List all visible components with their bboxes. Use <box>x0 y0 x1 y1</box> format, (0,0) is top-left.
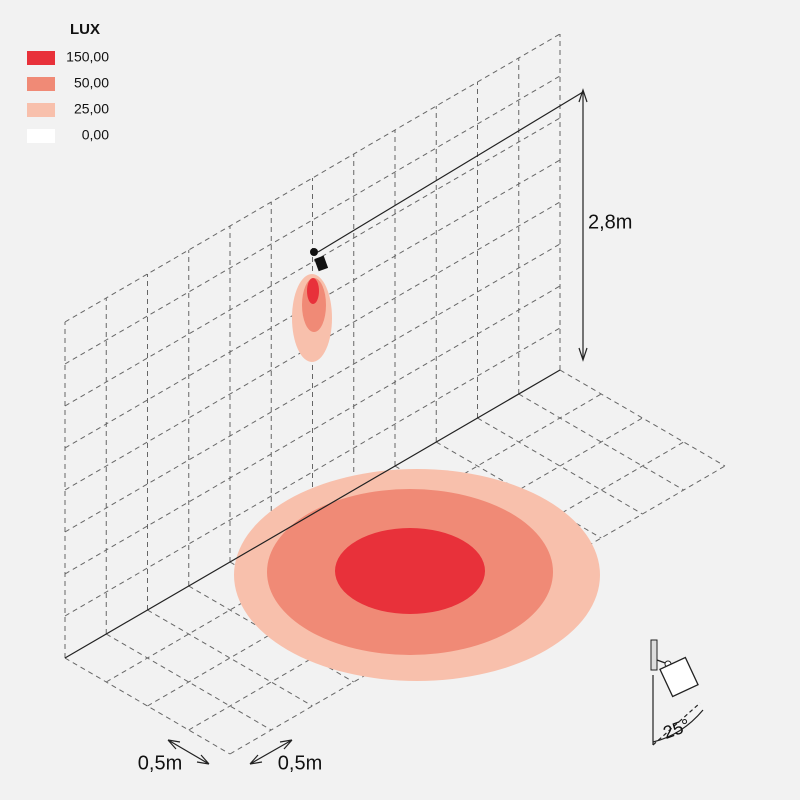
grid-line <box>64 33 561 323</box>
legend-title: LUX <box>70 21 100 38</box>
grid-line <box>147 417 643 707</box>
legend-label: 0,00 <box>82 127 109 143</box>
grid-line <box>64 285 561 575</box>
grid-line <box>64 159 561 449</box>
grid-dimension: 0,5m 0,5m <box>138 739 322 774</box>
grid-line <box>477 417 643 515</box>
height-dimension: 2,8m <box>578 88 632 362</box>
legend-swatch <box>27 51 55 65</box>
grid-line <box>518 393 685 491</box>
grid-line <box>105 633 272 731</box>
height-label: 2,8m <box>588 211 632 233</box>
grid-line <box>64 243 561 533</box>
tilt-label: 25° <box>660 715 692 743</box>
grid-line <box>229 465 726 755</box>
isolux-wall-150 <box>307 278 319 304</box>
tilt-icon: 25° <box>650 639 704 746</box>
legend-label: 25,00 <box>74 101 109 117</box>
luminaire <box>310 248 329 272</box>
wall-base <box>64 369 561 659</box>
grid-line <box>559 369 726 467</box>
grid-line <box>64 657 231 755</box>
grid-line <box>147 609 313 707</box>
grid-step-y: 0,5m <box>278 752 322 774</box>
legend-label: 150,00 <box>66 49 109 65</box>
grid-line <box>64 117 561 407</box>
isolux-floor-150 <box>335 528 485 614</box>
grid-line <box>64 201 561 491</box>
legend-swatch <box>27 77 55 91</box>
legend-label: 50,00 <box>74 75 109 91</box>
grid-line <box>105 393 602 683</box>
height-reference <box>317 91 584 253</box>
grid-line <box>64 327 561 617</box>
legend-swatch <box>27 103 55 117</box>
grid-line <box>435 441 602 539</box>
grid-line <box>188 585 355 683</box>
grid-line <box>188 441 685 731</box>
legend-swatch <box>27 129 55 143</box>
grid-line <box>64 75 561 365</box>
grid-step-x: 0,5m <box>138 752 182 774</box>
legend: LUX 150,00 50,00 25,00 0,00 <box>27 21 109 143</box>
